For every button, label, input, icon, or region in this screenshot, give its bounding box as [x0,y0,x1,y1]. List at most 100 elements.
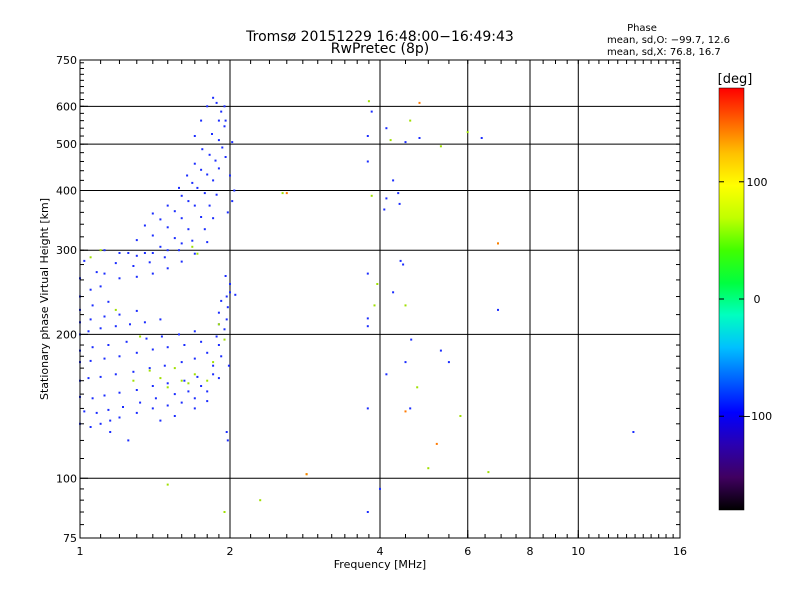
data-point [135,351,138,354]
data-point [99,422,102,425]
data-point [129,323,131,326]
data-point [180,194,183,197]
data-point [89,288,92,291]
data-point [212,361,215,364]
data-point [166,404,169,407]
data-point [366,511,369,513]
data-point [223,338,226,341]
x-tick-label: 4 [377,545,384,558]
colorbar-ticks: 100 0 −100 [719,176,772,423]
data-point [225,295,228,298]
data-point [173,367,176,370]
data-point [212,96,215,99]
data-point [151,252,154,254]
data-point [404,304,407,307]
data-point [404,410,407,413]
data-point [376,283,379,285]
data-point [206,241,209,244]
data-point [103,272,106,275]
data-point [212,364,215,367]
y-tick-label: 500 [56,138,77,151]
data-point [95,411,98,414]
data-point [187,382,190,385]
data-point [466,131,469,134]
data-point [114,262,117,265]
data-point [439,349,442,352]
data-point [103,357,106,360]
data-point [231,200,234,203]
data-point [103,315,106,318]
data-point [225,431,228,433]
data-point [409,119,412,122]
y-tick-label: 300 [56,244,77,257]
data-points [79,96,635,513]
data-point [91,346,94,349]
data-point [366,135,369,137]
data-point [135,309,138,312]
data-point [193,135,196,137]
data-point [200,385,203,387]
data-point [159,318,162,321]
data-point [439,145,442,148]
phase-note-o: mean, sd,O: −99.7, 12.6 [607,35,730,46]
data-point [151,385,154,387]
data-point [180,401,183,404]
data-point [366,160,369,163]
data-point [91,304,94,307]
data-point [183,344,186,346]
data-point [178,186,180,189]
data-point [206,400,209,403]
y-tick-label: 200 [56,328,77,341]
data-point [193,407,196,410]
data-point [107,344,110,346]
data-point [487,471,490,474]
data-point [281,192,284,195]
data-point [139,401,142,404]
data-point [632,431,635,433]
data-point [132,379,135,382]
data-point [178,249,180,252]
data-point [148,369,151,372]
data-point [200,119,203,122]
data-point [118,355,121,358]
data-point [200,216,203,218]
data-point [212,217,215,220]
data-point [370,194,373,197]
data-point [139,335,142,338]
x-tick-label: 8 [527,545,534,558]
data-point [191,245,194,248]
data-point [211,133,213,135]
data-point [224,156,227,158]
colorbar-tick-label: 0 [754,293,761,306]
data-point [416,386,419,389]
data-point [107,408,110,411]
data-point [186,174,189,177]
axes: 1 2 4 6 8 10 16 75 100 200 300 400 500 600 750 [56,54,687,558]
data-point [206,379,209,382]
data-point [497,242,499,245]
data-point [114,308,117,311]
data-point [217,119,220,122]
data-point [373,304,376,307]
data-point [398,202,401,205]
data-point [127,252,130,254]
y-tick-label: 100 [56,472,77,485]
data-point [180,361,183,364]
data-point [196,375,199,378]
data-point [91,397,94,400]
phase-note-x: mean, sd,X: 76.8, 16.7 [607,47,721,58]
data-point [402,263,405,266]
data-point [206,105,209,108]
data-point [163,256,166,259]
data-point [103,249,106,252]
data-point [259,499,262,502]
data-point [183,379,186,382]
data-point [193,330,196,333]
data-point [151,234,154,237]
colorbar-unit: [deg] [718,72,753,87]
data-point [87,377,90,380]
data-point [83,410,86,413]
y-axis-label: Stationary phase Virtual Height [km] [38,198,51,400]
colorbar-tick-label: −100 [742,410,772,423]
data-point [151,407,154,410]
